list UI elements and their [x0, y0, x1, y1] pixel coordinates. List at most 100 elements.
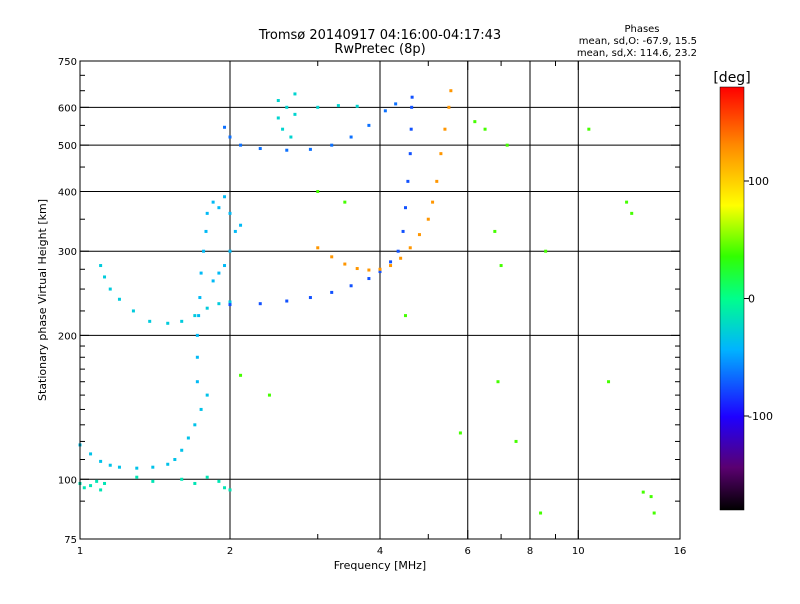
- data-point: [625, 200, 629, 204]
- data-point: [228, 135, 232, 139]
- data-point: [180, 319, 184, 323]
- data-point: [103, 481, 107, 485]
- data-point: [483, 127, 487, 131]
- data-point: [211, 279, 215, 283]
- x-tick-label: 2: [227, 546, 233, 557]
- data-point: [258, 147, 262, 151]
- data-point: [205, 393, 209, 397]
- data-point: [103, 275, 107, 279]
- data-point: [641, 490, 645, 494]
- phases-o-mode: mean, sd,O: -67.9, 15.5: [579, 36, 697, 47]
- data-point: [193, 481, 197, 485]
- data-point: [258, 302, 262, 306]
- data-point: [233, 229, 237, 233]
- y-axis-label: Stationary phase Virtual Height [km]: [36, 199, 49, 401]
- data-point: [539, 511, 543, 515]
- data-point: [193, 423, 197, 427]
- x-tick-label: 1: [77, 546, 83, 557]
- data-point: [367, 277, 371, 281]
- data-point: [117, 297, 121, 301]
- data-point: [223, 195, 227, 199]
- y-tick-label: 300: [58, 247, 77, 258]
- data-point: [649, 495, 653, 499]
- data-point: [217, 302, 221, 306]
- data-point: [186, 436, 190, 440]
- x-tick-label: 4: [377, 546, 383, 557]
- data-point: [401, 229, 405, 233]
- data-point: [89, 484, 93, 488]
- data-point: [108, 463, 112, 467]
- data-point: [607, 380, 611, 384]
- data-point: [544, 249, 548, 253]
- data-point: [473, 120, 477, 124]
- data-point: [285, 148, 289, 152]
- echo-points: [78, 89, 656, 515]
- data-point: [281, 127, 285, 131]
- series-group: [78, 475, 232, 492]
- series-group: [239, 120, 656, 515]
- data-point: [148, 319, 152, 323]
- series-group: [223, 102, 398, 152]
- data-point: [396, 249, 400, 253]
- data-point: [343, 200, 347, 204]
- series-group: [316, 89, 453, 272]
- data-point: [135, 466, 139, 470]
- data-point: [82, 486, 86, 490]
- data-point: [505, 143, 509, 147]
- data-point: [336, 104, 340, 108]
- colorbar-label: [deg]: [713, 70, 750, 86]
- data-point: [343, 262, 347, 266]
- data-point: [117, 465, 121, 469]
- data-point: [193, 314, 197, 318]
- data-point: [378, 270, 382, 274]
- data-point: [285, 299, 289, 303]
- x-tick-label: 16: [674, 546, 687, 557]
- y-tick-label: 100: [58, 475, 77, 486]
- data-point: [389, 264, 393, 268]
- chart-subtitle: RwPretec (8p): [334, 42, 425, 57]
- data-point: [435, 179, 439, 183]
- data-point: [285, 105, 289, 109]
- data-point: [355, 267, 359, 271]
- series-group: [228, 95, 414, 307]
- data-point: [431, 200, 435, 204]
- data-point: [330, 290, 334, 294]
- data-point: [408, 152, 412, 156]
- data-point: [228, 249, 232, 253]
- colorbar-ticks: 100 0 -100: [744, 175, 773, 423]
- x-axis-label: Frequency [MHz]: [334, 559, 426, 572]
- data-point: [239, 373, 243, 377]
- y-tick-label: 400: [58, 187, 77, 198]
- data-point: [316, 105, 320, 109]
- data-point: [652, 511, 656, 515]
- data-point: [293, 112, 297, 116]
- data-point: [308, 296, 312, 300]
- data-point: [180, 448, 184, 452]
- data-point: [630, 211, 634, 215]
- data-point: [587, 127, 591, 131]
- data-point: [205, 211, 209, 215]
- data-point: [349, 135, 353, 139]
- data-point: [223, 125, 227, 129]
- data-point: [330, 143, 334, 147]
- data-point: [439, 152, 443, 156]
- data-point: [195, 355, 199, 359]
- data-point: [316, 246, 320, 250]
- data-point: [389, 260, 393, 264]
- data-point: [202, 249, 206, 253]
- data-point: [410, 95, 414, 99]
- data-point: [223, 486, 227, 490]
- data-point: [378, 267, 382, 271]
- y-tick-label: 500: [58, 141, 77, 152]
- data-point: [108, 287, 112, 291]
- data-point: [211, 200, 215, 204]
- data-point: [276, 99, 280, 103]
- data-point: [289, 135, 293, 139]
- data-point: [409, 127, 413, 131]
- data-point: [173, 457, 177, 461]
- data-point: [228, 303, 232, 307]
- chart-title: Tromsø 20140917 04:16:00-04:17:43: [258, 28, 501, 43]
- data-point: [89, 452, 93, 456]
- data-point: [493, 229, 497, 233]
- series-group: [99, 264, 232, 325]
